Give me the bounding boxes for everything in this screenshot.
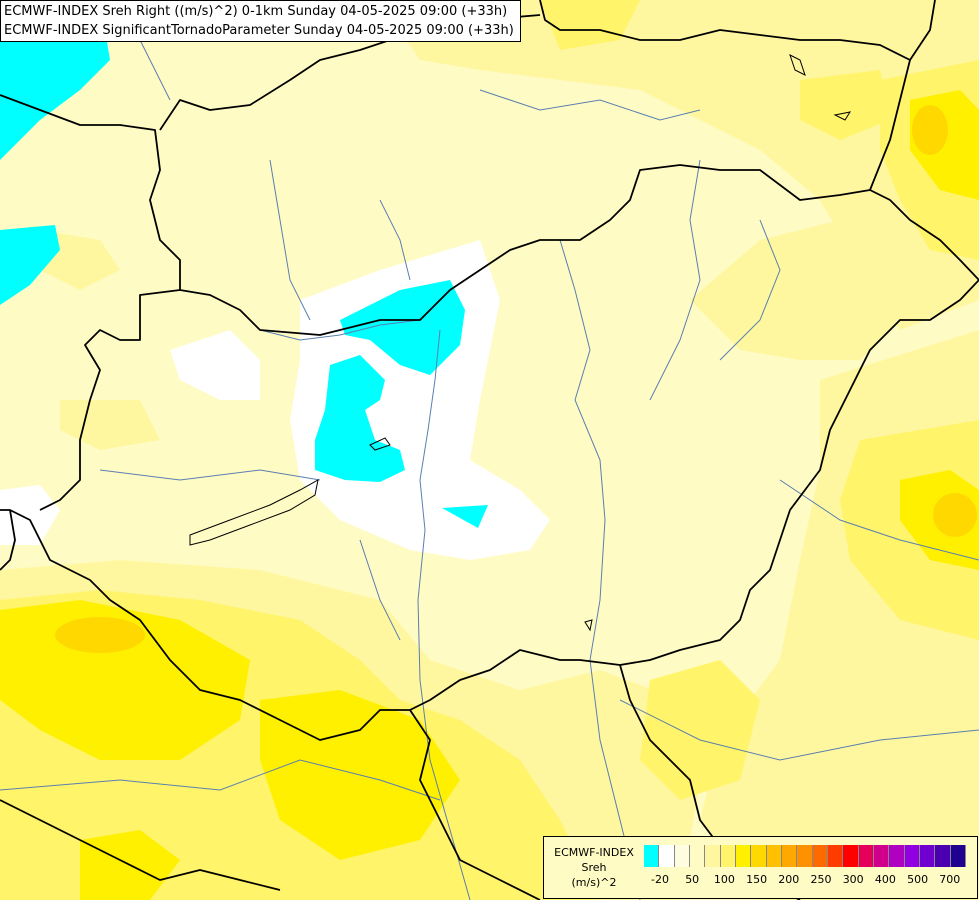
legend-swatch bbox=[950, 845, 966, 867]
legend-tick-label: 500 bbox=[907, 873, 929, 886]
legend-swatch bbox=[751, 845, 767, 867]
legend-tick-label: 250 bbox=[810, 873, 832, 886]
legend-unit: (m/s)^2 bbox=[571, 876, 617, 889]
legend-swatch bbox=[781, 845, 798, 867]
legend-swatch bbox=[797, 845, 813, 867]
legend-swatch bbox=[889, 845, 905, 867]
legend-swatch bbox=[919, 845, 936, 867]
legend-swatch bbox=[689, 845, 706, 867]
legend-swatch bbox=[766, 845, 782, 867]
legend-color-bar bbox=[644, 845, 966, 867]
legend-swatch bbox=[812, 845, 828, 867]
legend-swatch bbox=[858, 845, 874, 867]
legend-tick-label: 300 bbox=[842, 873, 864, 886]
legend-model: ECMWF-INDEX bbox=[554, 846, 634, 859]
legend-tick-label: 50 bbox=[685, 873, 700, 886]
map-title-box: ECMWF-INDEX Sreh Right ((m/s)^2) 0-1km S… bbox=[0, 0, 521, 42]
title-line-stp: ECMWF-INDEX SignificantTornadoParameter … bbox=[4, 23, 514, 38]
legend-swatch bbox=[735, 845, 752, 867]
lakes bbox=[189, 54, 852, 632]
sreh-orange-zones bbox=[55, 105, 977, 653]
legend-swatch bbox=[674, 845, 690, 867]
color-legend: ECMWF-INDEX Sreh (m/s)^2 -20 50 100 150 200 2… bbox=[543, 836, 978, 899]
legend-swatch bbox=[843, 845, 859, 867]
legend-swatch bbox=[904, 845, 920, 867]
legend-tick-label: 700 bbox=[939, 873, 961, 886]
title-line-sreh: ECMWF-INDEX Sreh Right ((m/s)^2) 0-1km S… bbox=[4, 4, 508, 19]
legend-swatch bbox=[644, 845, 660, 867]
legend-swatch bbox=[935, 845, 951, 867]
legend-swatch bbox=[827, 845, 844, 867]
legend-ticks: -20 50 100 150 200 250 300 400 500 700 bbox=[644, 873, 974, 889]
legend-tick-label: 100 bbox=[713, 873, 735, 886]
legend-tick-label: 150 bbox=[746, 873, 768, 886]
legend-swatch bbox=[659, 845, 675, 867]
legend-swatch bbox=[705, 845, 721, 867]
rivers bbox=[0, 19, 979, 900]
legend-variable: Sreh bbox=[581, 861, 607, 874]
legend-tick-label: 200 bbox=[778, 873, 800, 886]
legend-swatch bbox=[720, 845, 736, 867]
legend-tick-label: 400 bbox=[874, 873, 896, 886]
legend-label: ECMWF-INDEX Sreh (m/s)^2 bbox=[548, 845, 640, 890]
legend-tick-label: -20 bbox=[651, 873, 669, 886]
legend-swatch bbox=[873, 845, 890, 867]
